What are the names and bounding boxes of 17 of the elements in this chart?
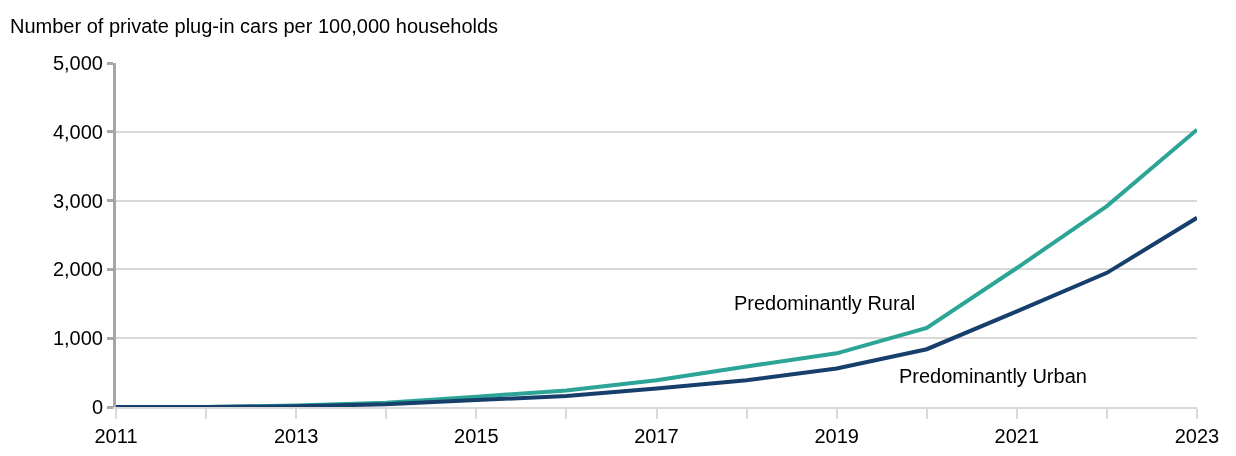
series-label: Predominantly Rural bbox=[734, 292, 916, 314]
y-tick-label: 4,000 bbox=[52, 120, 103, 143]
y-tick-label: 1,000 bbox=[52, 327, 103, 350]
x-tick-label: 2017 bbox=[634, 425, 679, 447]
line-series bbox=[116, 215, 1197, 407]
x-tick-label: 2015 bbox=[454, 425, 499, 447]
y-tick-label: 3,000 bbox=[52, 189, 103, 212]
x-tick-label: 2013 bbox=[273, 425, 319, 447]
x-tick-label: 2011 bbox=[94, 425, 138, 447]
y-axis-title: Number of private plug-in cars per 100,000 households bbox=[10, 15, 499, 37]
x-tick-label: 2021 bbox=[994, 425, 1040, 447]
x-tick-label: 2023 bbox=[1174, 425, 1220, 447]
series-label: Predominantly Urban bbox=[899, 365, 1087, 387]
y-tick-label: 5,000 bbox=[52, 52, 103, 74]
x-tick-label: 2019 bbox=[814, 425, 859, 447]
y-tick-label: 2,000 bbox=[52, 258, 103, 281]
y-tick-label: 0 bbox=[91, 396, 103, 418]
